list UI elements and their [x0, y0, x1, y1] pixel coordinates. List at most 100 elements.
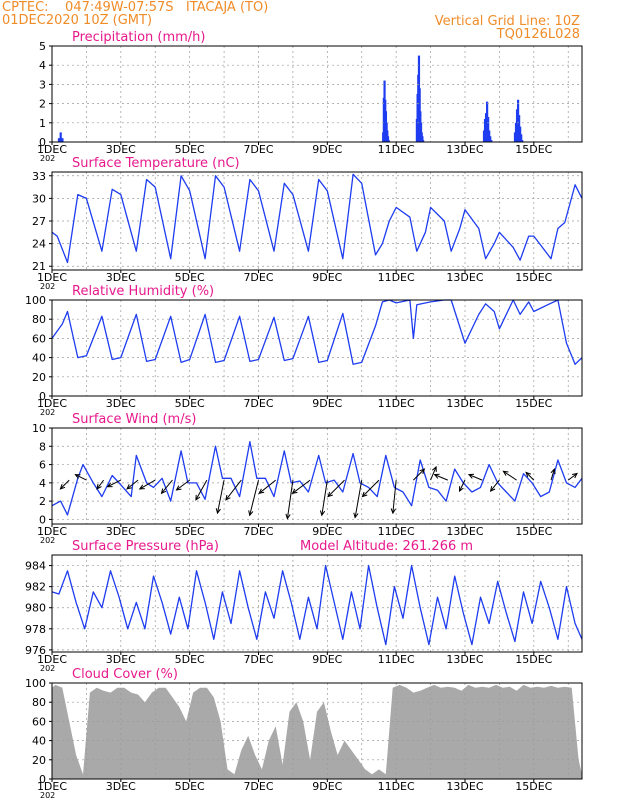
wind-vector-head [59, 484, 66, 490]
y-tick-label: 100 [25, 677, 46, 690]
wind-vector [321, 480, 328, 516]
wind-vector-head [502, 470, 509, 476]
x-tick-label: 13DEC [446, 271, 483, 284]
temp-title: Surface Temperature (nC) [72, 156, 240, 171]
wind-vector [126, 479, 139, 490]
wind-vector [392, 480, 397, 514]
x-tick-label: 3DEC [106, 780, 136, 793]
y-tick-label: 20 [32, 371, 46, 384]
y-tick-label: 80 [32, 313, 46, 326]
x-tick-label: 11DEC [378, 271, 415, 284]
x-year-label: 202 [40, 536, 55, 545]
y-tick-label: 21 [32, 260, 46, 273]
temp-line [51, 173, 583, 264]
x-tick-label: 11DEC [378, 397, 415, 410]
wind-vector-head [285, 513, 291, 520]
y-tick-label: 20 [32, 754, 46, 767]
y-tick-label: 10 [32, 422, 46, 435]
wind-vector-head [390, 508, 396, 515]
wind-vector-head [327, 491, 333, 498]
precip-bar [57, 138, 61, 142]
y-tick-label: 982 [25, 581, 46, 594]
wind-vector-head [225, 494, 231, 501]
wind-vector-head [215, 508, 221, 515]
wind-vector [176, 479, 190, 491]
x-tick-label: 5DEC [175, 397, 205, 410]
x-tick-label: 15DEC [515, 143, 552, 156]
y-tick-label: 4 [39, 59, 46, 72]
wind-vector [96, 479, 105, 490]
wind-vector-head [419, 468, 426, 474]
precip-bar [421, 136, 424, 142]
temp-frame [51, 171, 583, 271]
x-tick-label: 1DEC [37, 271, 67, 284]
x-year-label: 202 [40, 664, 55, 673]
header-station: CPTEC: 047:49W-07:57S ITACAJA (TO) [2, 0, 269, 15]
y-tick-label: 4 [39, 477, 46, 490]
x-tick-label: 13DEC [446, 780, 483, 793]
y-tick-label: 6 [39, 459, 46, 472]
x-tick-label: 7DEC [243, 143, 273, 156]
wind-vector-head [291, 488, 298, 494]
y-tick-label: 976 [25, 644, 46, 657]
wind-vector [362, 479, 380, 497]
x-tick-label: 13DEC [446, 397, 483, 410]
pres-title: Surface Pressure (hPa) [72, 539, 219, 554]
wind-vector [216, 480, 225, 514]
x-tick-label: 1DEC [37, 143, 67, 156]
wind-vector [567, 473, 578, 481]
x-tick-label: 3DEC [106, 143, 136, 156]
wind-vector-head [248, 510, 254, 517]
wind-vector [354, 480, 363, 518]
wind-vector-head [160, 488, 167, 495]
x-tick-label: 11DEC [378, 525, 415, 538]
y-tick-label: 980 [25, 602, 46, 615]
y-tick-label: 0 [39, 136, 46, 149]
y-tick-label: 30 [32, 192, 46, 205]
precip-bar [386, 136, 390, 142]
precip-bar [489, 136, 492, 142]
wind-vector-head [106, 482, 113, 488]
x-tick-label: 9DEC [312, 397, 342, 410]
cloud-title: Cloud Cover (%) [72, 667, 178, 682]
wind-vector-head [550, 468, 556, 475]
x-tick-label: 5DEC [175, 143, 205, 156]
x-tick-label: 15DEC [515, 653, 552, 666]
x-year-label: 202 [40, 154, 55, 163]
x-tick-label: 5DEC [175, 780, 205, 793]
wind-vector [139, 479, 156, 490]
wind-vector-head [74, 474, 81, 479]
x-tick-label: 1DEC [37, 525, 67, 538]
wind-vector-head [431, 465, 437, 472]
wind-vector [195, 479, 208, 501]
wind-vector [60, 479, 70, 490]
header-model-code: TQ0126L028 [496, 27, 580, 42]
y-tick-label: 2 [39, 495, 46, 508]
cloud-area [52, 684, 582, 779]
x-tick-label: 7DEC [243, 780, 273, 793]
wind-vector-head [525, 471, 531, 478]
y-tick-label: 40 [32, 735, 46, 748]
x-tick-label: 3DEC [106, 397, 136, 410]
y-tick-label: 100 [25, 294, 46, 307]
y-tick-label: 8 [39, 440, 46, 453]
wind-vector [550, 468, 555, 481]
rh-line [51, 299, 583, 365]
x-tick-label: 9DEC [312, 525, 342, 538]
y-tick-label: 0 [39, 773, 46, 786]
y-tick-label: 40 [32, 352, 46, 365]
y-tick-label: 3 [39, 78, 46, 91]
wind-vector [107, 479, 122, 488]
precip-bar [386, 130, 389, 142]
x-tick-label: 5DEC [175, 653, 205, 666]
y-tick-label: 60 [32, 715, 46, 728]
wind-vector-head [319, 510, 326, 517]
x-tick-label: 5DEC [175, 271, 205, 284]
rh-title: Relative Humidity (%) [72, 284, 214, 299]
y-tick-label: 33 [32, 170, 46, 183]
precip-bar [521, 140, 524, 142]
header-date: 01DEC2020 10Z (GMT) [2, 13, 153, 28]
wind-vector [525, 472, 535, 481]
precip-bar [422, 140, 425, 142]
wind-vector-head [458, 486, 464, 493]
